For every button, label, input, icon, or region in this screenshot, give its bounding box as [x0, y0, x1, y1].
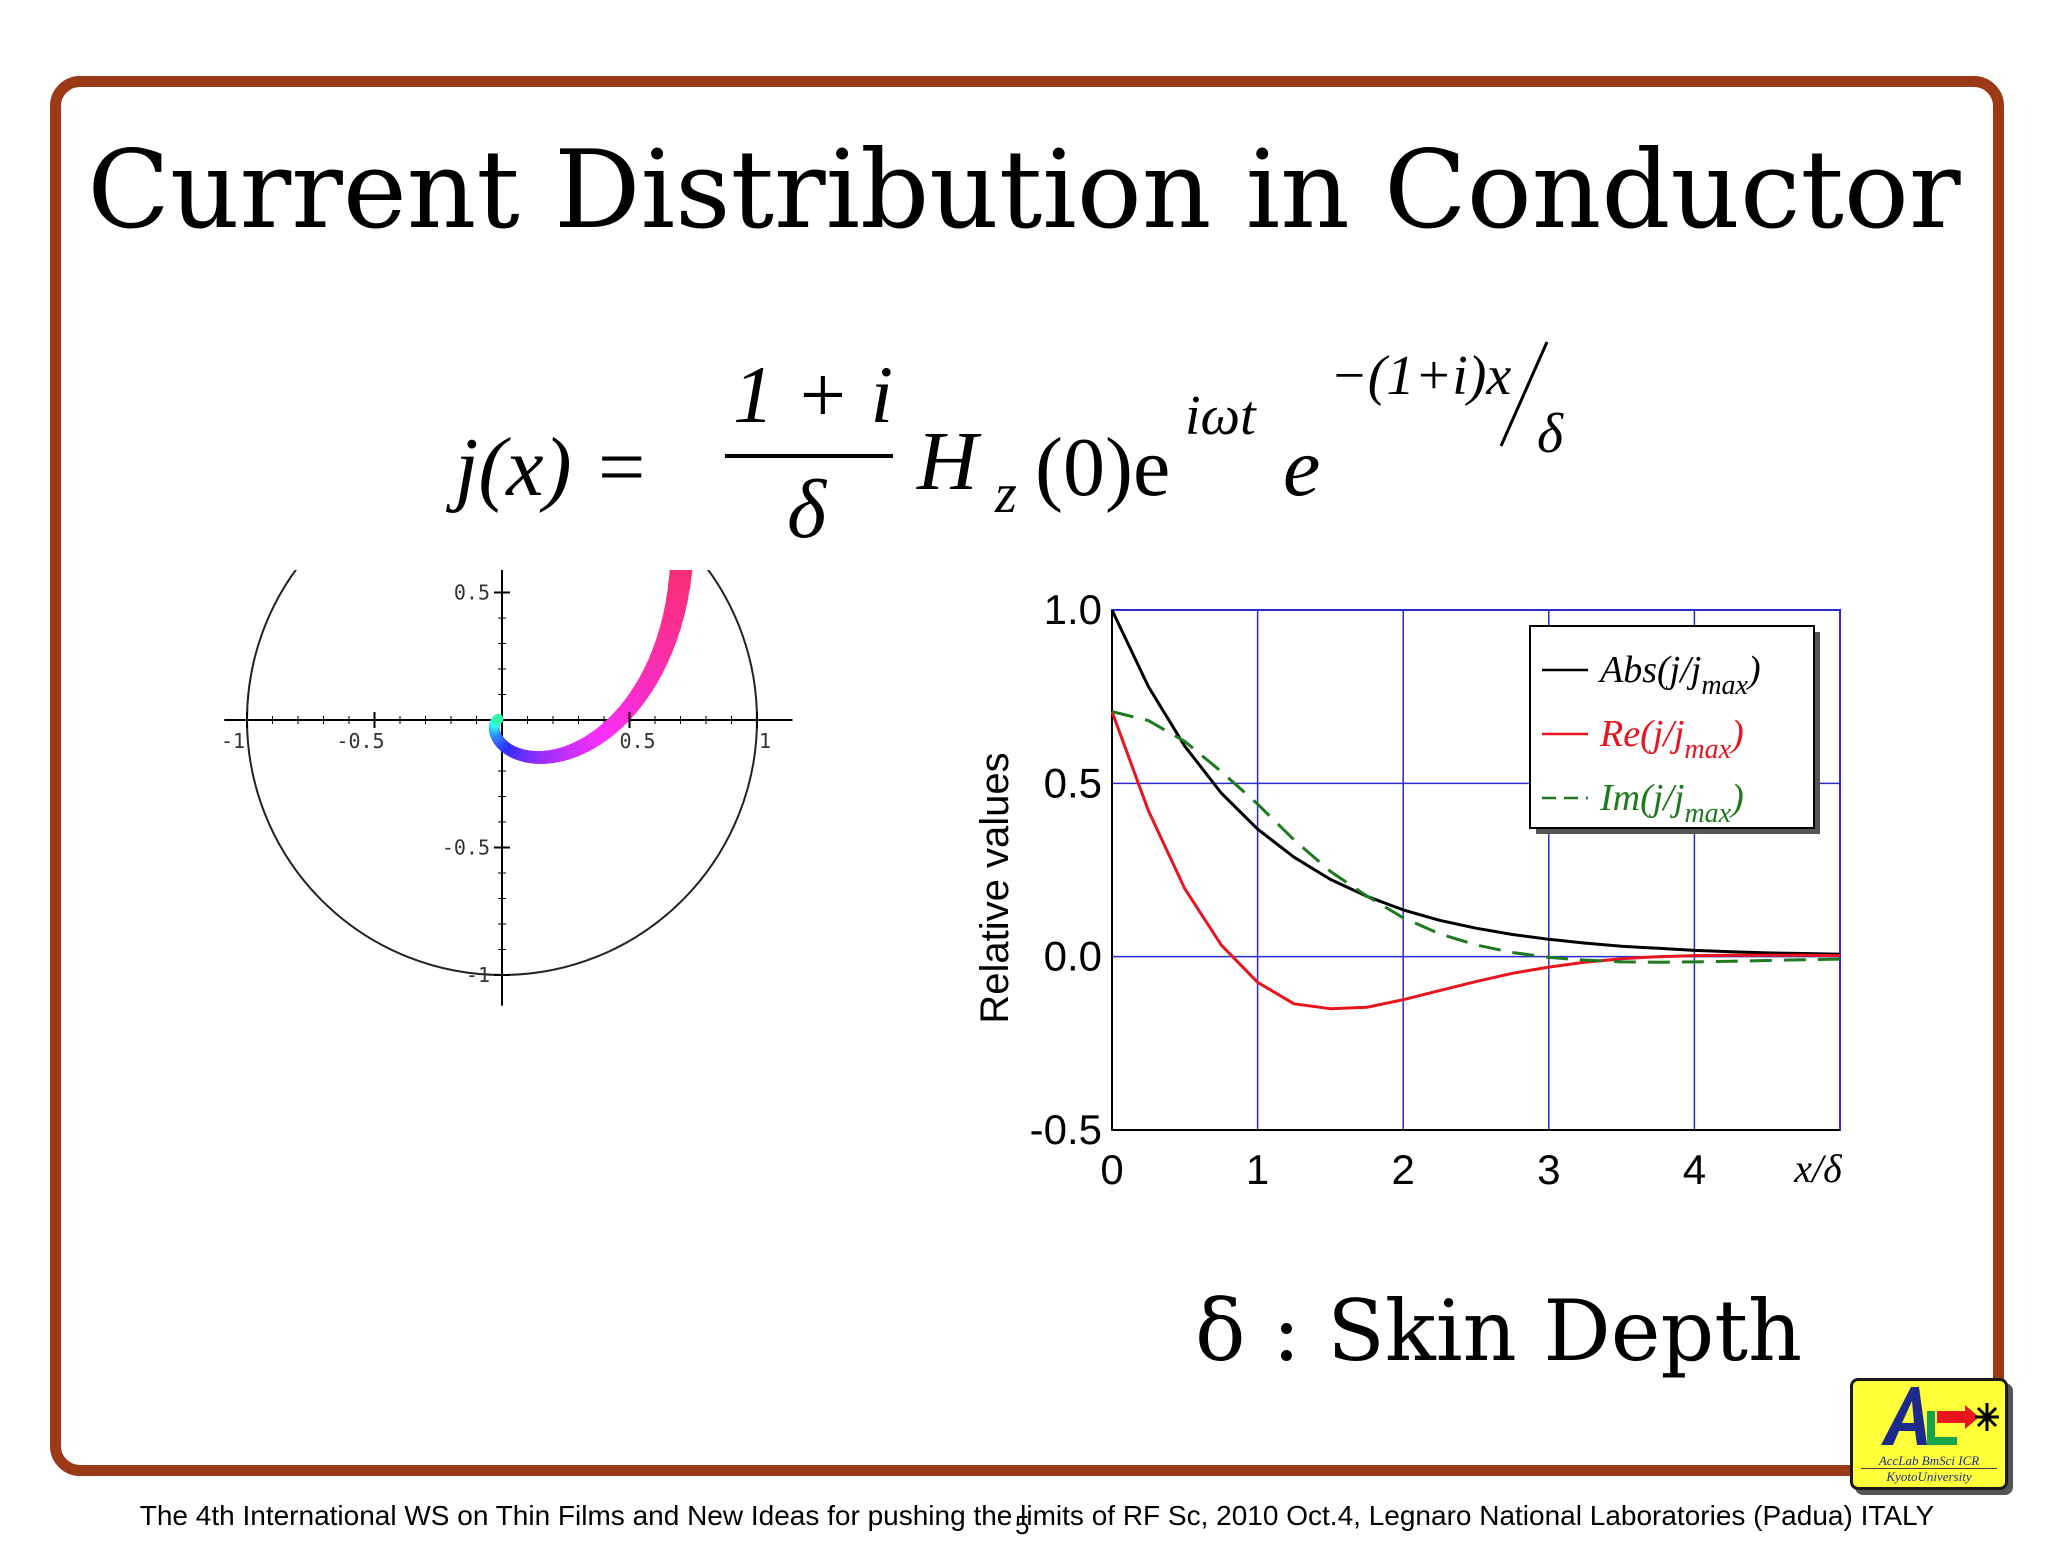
x-tick-label: 4 [1683, 1146, 1706, 1193]
logo-line2: KyotoUniversity [1861, 1468, 1997, 1485]
formula-lhs: j(x) = [455, 426, 649, 510]
slide-title: Current Distribution in Conductor [0, 128, 2048, 253]
page-number: 5 [1015, 1510, 1029, 1541]
x-tick-label: -1 [221, 729, 245, 753]
x-tick-label: 0 [1100, 1146, 1123, 1193]
y-tick-label: 0.5 [1044, 759, 1102, 806]
y-tick-label: -0.5 [442, 836, 490, 860]
logo-mark-icon [1853, 1381, 2005, 1453]
formula-field: H [917, 420, 978, 504]
current-density-formula: j(x) = 1 + i δ H z (0)e iωt e −(1+i)x δ [455, 328, 1595, 578]
chart-ylabel: Relative values [973, 752, 1017, 1023]
logo-line1: AccLab BmSci ICR [1853, 1453, 2005, 1469]
phasor-diagram: -1-0.50.5110.5-0.5-1 [120, 570, 890, 1330]
relative-values-chart: 0 1 2 3 4 1.0 0.5 0.0 -0.5 Relative values x/δ A… [960, 570, 1880, 1210]
fraction-bar [725, 454, 893, 458]
x-tick-label: -0.5 [336, 729, 384, 753]
formula-denominator: δ [787, 468, 826, 552]
phasor-axes [224, 570, 792, 1006]
chart-xlabel: x/δ [1793, 1146, 1843, 1191]
acclab-logo: AccLab BmSci ICR KyotoUniversity [1850, 1378, 2008, 1490]
formula-arg: (0)e [1035, 426, 1170, 510]
x-tick-label: 1 [759, 729, 771, 753]
y-tick-label: -1 [466, 963, 490, 987]
formula-exp2-num: −(1+i)x [1330, 348, 1511, 404]
formula-exp1: iωt [1185, 388, 1256, 444]
x-tick-label: 2 [1392, 1146, 1415, 1193]
chart-legend: Abs(j/jmax)Re(j/jmax)Im(j/jmax) [1530, 626, 1820, 834]
phasor-tick-labels: -1-0.50.5110.5-0.5-1 [221, 570, 771, 987]
x-tick-label: 1 [1246, 1146, 1269, 1193]
y-tick-label: -0.5 [1030, 1106, 1102, 1153]
x-tick-label: 0.5 [619, 729, 655, 753]
formula-exp2-den: δ [1537, 406, 1563, 462]
y-tick-label: 0.0 [1044, 933, 1102, 980]
formula-e2: e [1283, 426, 1320, 510]
skin-depth-label: δ : Skin Depth [1195, 1282, 1802, 1380]
y-tick-label: 1.0 [1044, 586, 1102, 633]
formula-field-sub: z [995, 466, 1017, 522]
x-tick-label: 3 [1537, 1146, 1560, 1193]
formula-numerator: 1 + i [733, 354, 893, 436]
y-tick-label: 0.5 [454, 581, 490, 605]
slide-footer: The 4th International WS on Thin Films a… [42, 1500, 2032, 1532]
